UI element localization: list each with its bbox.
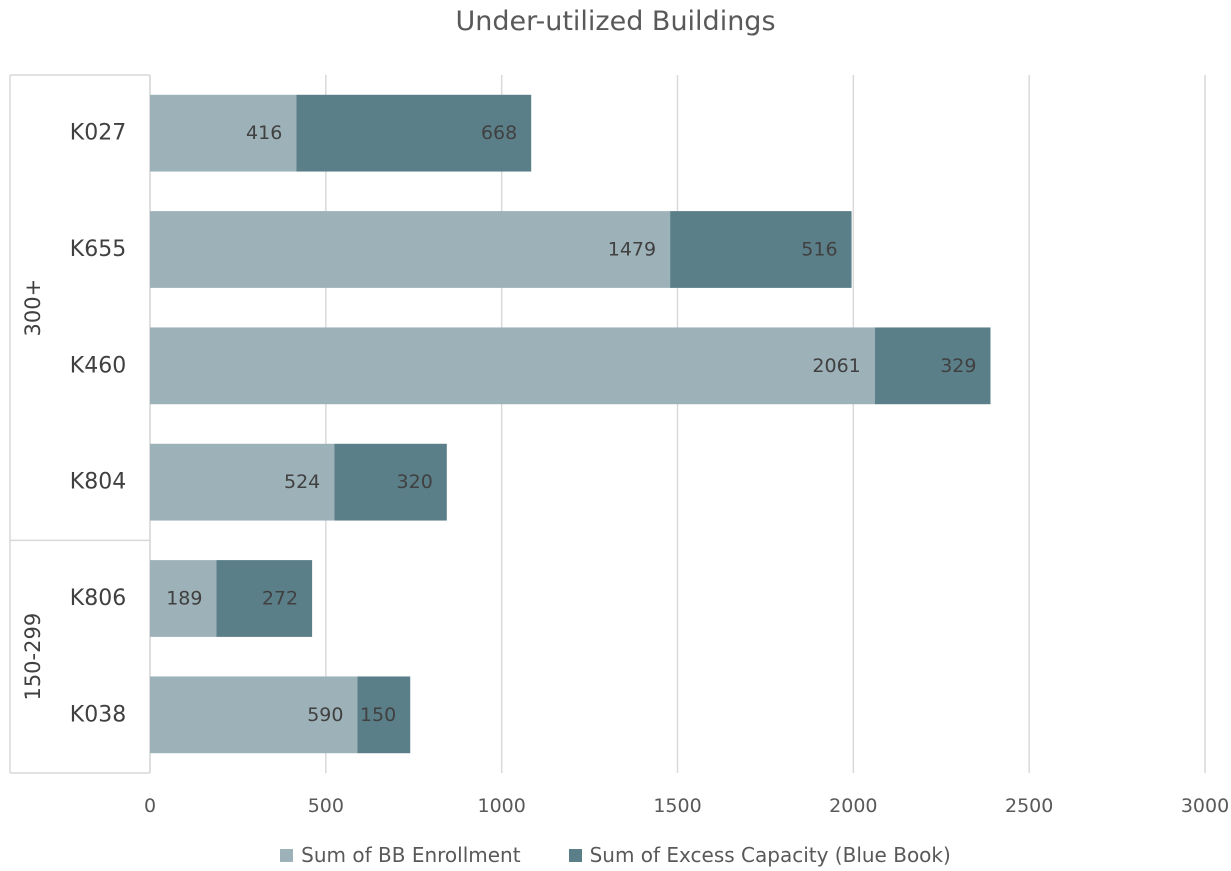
bar-enrollment [150,211,671,288]
bar-enrollment [150,327,875,405]
data-label-enrollment: 524 [284,471,320,493]
category-label: K655 [70,237,126,262]
bar-enrollment [150,94,297,172]
data-label-excess-capacity: 329 [940,355,976,377]
bar-excess-capacity [296,94,532,172]
bar-excess-capacity [334,443,447,521]
category-label: K038 [70,702,126,727]
bar-excess-capacity [874,327,991,405]
data-label-enrollment: 416 [246,122,282,144]
group-label: 300+ [21,279,45,337]
legend-item-enrollment: Sum of BB Enrollment [280,843,521,867]
data-label-excess-capacity: 516 [801,239,837,261]
legend-label-excess-capacity: Sum of Excess Capacity (Blue Book) [589,843,951,867]
x-tick-label: 2000 [829,795,877,817]
bar-enrollment [150,560,217,637]
legend-swatch-excess-capacity [568,848,582,862]
bar-excess-capacity [357,676,411,754]
chart-title: Under-utilized Buildings [455,6,776,37]
data-label-enrollment: 189 [166,588,202,610]
group-label: 150-299 [21,613,45,701]
category-label: K460 [70,353,126,378]
x-tick-label: 2500 [1005,795,1053,817]
x-tick-label: 1000 [477,795,525,817]
x-tick-label: 1500 [653,795,701,817]
x-tick-label: 3000 [1181,795,1229,817]
legend-item-excess-capacity: Sum of Excess Capacity (Blue Book) [568,843,951,867]
category-label: K027 [70,121,126,146]
legend-swatch-enrollment [280,848,294,862]
legend-label-enrollment: Sum of BB Enrollment [301,843,521,867]
data-label-excess-capacity: 150 [360,704,396,726]
bar-enrollment [150,443,335,521]
bar-excess-capacity [216,560,313,637]
legend: Sum of BB Enrollment Sum of Excess Capac… [0,843,1231,867]
category-label: K806 [70,586,126,611]
bar-enrollment [150,676,358,754]
data-label-excess-capacity: 668 [481,122,517,144]
data-label-excess-capacity: 272 [262,588,298,610]
data-label-enrollment: 590 [307,704,343,726]
data-label-excess-capacity: 320 [397,471,433,493]
x-tick-label: 0 [144,795,156,817]
bar-excess-capacity [670,211,852,288]
data-label-enrollment: 1479 [608,239,656,261]
category-label: K804 [70,470,126,495]
x-tick-label: 500 [308,795,344,817]
data-label-enrollment: 2061 [812,355,860,377]
